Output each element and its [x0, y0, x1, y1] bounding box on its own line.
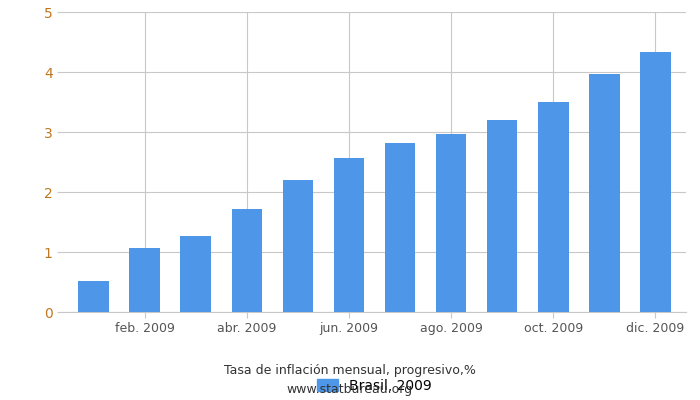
Bar	[436, 134, 466, 312]
Bar	[130, 248, 160, 312]
Bar	[486, 120, 517, 312]
Bar	[181, 236, 211, 312]
Bar	[640, 52, 671, 312]
Bar	[334, 158, 364, 312]
Bar	[232, 209, 262, 312]
Bar	[385, 143, 415, 312]
Bar	[283, 180, 313, 312]
Bar	[78, 281, 109, 312]
Bar	[538, 102, 568, 312]
Bar	[589, 74, 620, 312]
Text: Tasa de inflación mensual, progresivo,%
www.statbureau.org: Tasa de inflación mensual, progresivo,% …	[224, 364, 476, 396]
Legend: Brasil, 2009: Brasil, 2009	[312, 373, 438, 398]
